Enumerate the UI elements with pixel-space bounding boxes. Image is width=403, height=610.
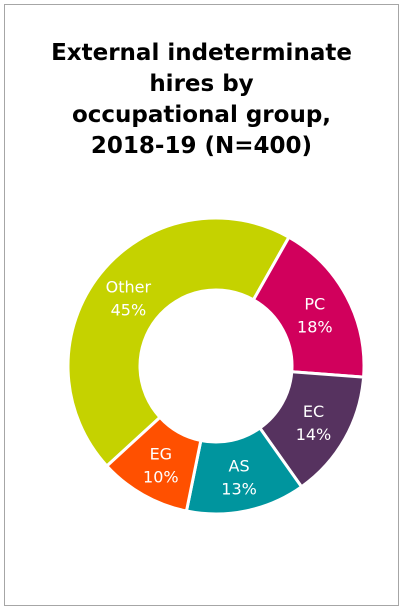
chart-title-line-1: External indeterminate: [51, 40, 352, 66]
slice-label-eg: EG: [150, 444, 173, 463]
slice-other: [66, 216, 291, 469]
slice-value-as: 13%: [221, 480, 257, 499]
slice-value-pc: 18%: [297, 317, 333, 336]
slice-label-pc: PC: [304, 294, 325, 313]
slice-value-ec: 14%: [296, 425, 332, 444]
chart-title-line-4: 2018-19 (N=400): [90, 133, 313, 159]
slice-label-ec: EC: [303, 402, 324, 421]
slice-eg: [104, 415, 203, 513]
slice-value-other: 45%: [111, 300, 147, 319]
chart-title: External indeterminate hires by occupati…: [0, 38, 403, 162]
chart-title-line-2: hires by: [149, 71, 254, 97]
slice-pc: [251, 235, 366, 379]
chart-title-line-3: occupational group,: [71, 102, 332, 128]
slice-value-eg: 10%: [143, 467, 179, 486]
slice-label-other: Other: [106, 277, 152, 296]
slice-label-as: AS: [229, 457, 250, 476]
